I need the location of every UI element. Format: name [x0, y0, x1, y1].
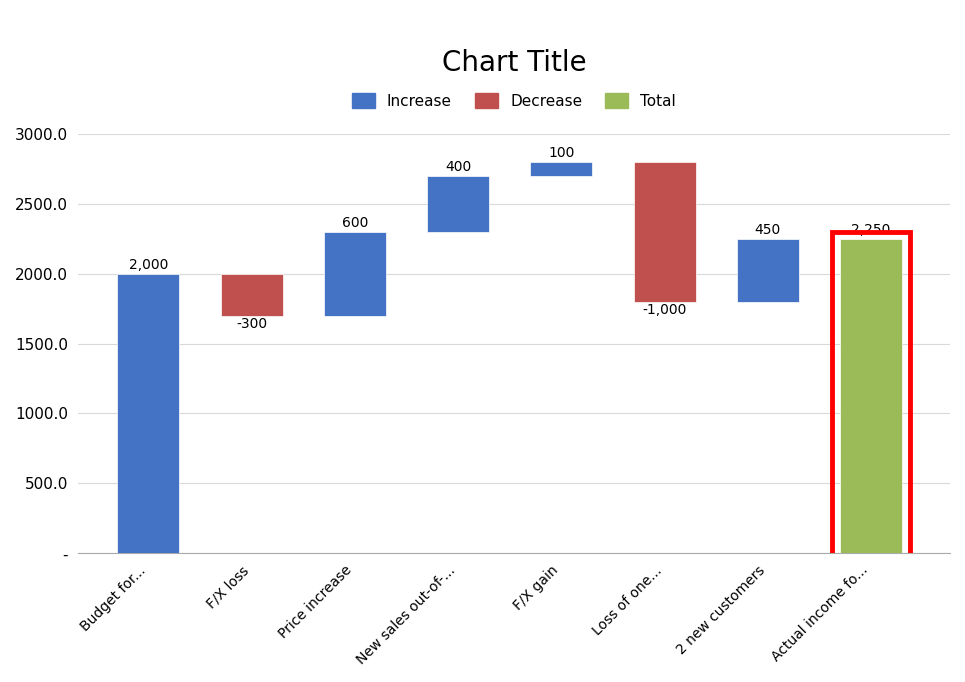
Text: 100: 100: [548, 146, 574, 160]
Text: 450: 450: [755, 223, 781, 237]
Bar: [324, 232, 386, 316]
Text: 2,250: 2,250: [851, 223, 891, 237]
Bar: [118, 273, 179, 553]
Bar: [634, 162, 696, 301]
Bar: [737, 239, 799, 301]
Text: 2,000: 2,000: [128, 258, 168, 272]
Text: 400: 400: [445, 160, 471, 174]
Text: -1,000: -1,000: [643, 303, 687, 317]
Bar: [221, 273, 283, 316]
Bar: [531, 162, 593, 175]
Bar: [841, 239, 902, 553]
Title: Chart Title: Chart Title: [442, 49, 586, 77]
Text: 600: 600: [342, 216, 368, 230]
Legend: Increase, Decrease, Total: Increase, Decrease, Total: [345, 87, 682, 115]
Bar: [427, 175, 489, 232]
Text: -300: -300: [236, 317, 267, 331]
